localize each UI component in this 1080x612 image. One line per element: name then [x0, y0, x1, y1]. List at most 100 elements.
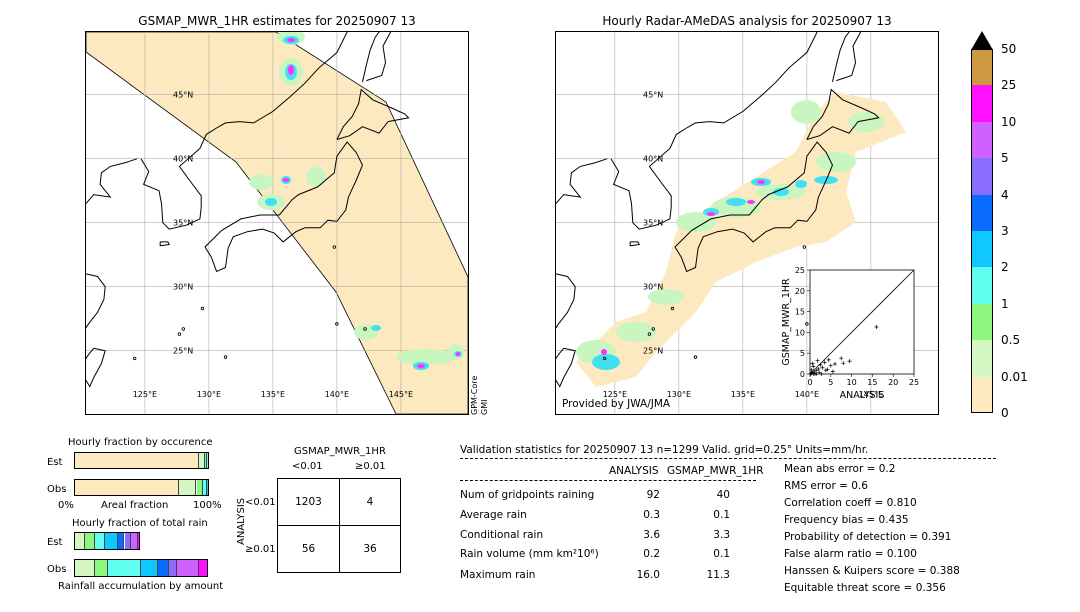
rain-area-heavy	[601, 349, 607, 355]
scatter-point	[818, 362, 823, 367]
totalrain-bars	[74, 531, 209, 579]
bar-segment	[157, 560, 170, 576]
contingency-hline	[278, 525, 400, 526]
validation-divider	[460, 458, 996, 459]
occurrence-est-label: Est	[47, 457, 63, 468]
rain-area-moderate	[726, 198, 746, 206]
left-coastline	[86, 273, 106, 328]
colorbar-label: 50	[1001, 42, 1017, 56]
colorbar: 0 0.01 0.5 1 2 3 4 5 10 25 50	[971, 31, 1061, 420]
rain-area-moderate	[795, 180, 807, 188]
scatter-diagonal	[809, 269, 915, 375]
right-lon-label: 135°E	[731, 390, 755, 399]
colorbar-segment	[971, 340, 993, 377]
right-island	[805, 322, 809, 326]
contingency-col-0: <0.01	[292, 461, 323, 472]
bar-segment	[131, 533, 138, 549]
left-map-title: GSMAP_MWR_1HR estimates for 20250907 13	[138, 14, 416, 28]
scatter-point	[825, 367, 830, 372]
stat-gsmap: 11.3	[706, 569, 730, 581]
left-island	[177, 332, 182, 336]
rain-area-light	[848, 112, 884, 132]
bar-row-obs	[74, 559, 208, 577]
right-coastline	[556, 273, 576, 328]
scatter-point	[874, 324, 879, 329]
cell-hit-none: 1203	[295, 496, 322, 508]
score-hk: Hanssen & Kuipers score = 0.388	[784, 565, 960, 577]
right-lat-label: 40°N	[643, 155, 663, 164]
scatter-point	[809, 371, 814, 376]
scatter-xtick-label: 10	[847, 378, 857, 387]
satellite-label-2: GMI	[480, 399, 489, 415]
left-coastline	[159, 241, 170, 247]
right-coastline	[832, 32, 850, 83]
stat-analysis: 0.2	[643, 548, 660, 560]
scatter-point	[816, 367, 821, 372]
cell-miss: 56	[301, 543, 316, 555]
scatter-xtick-label: 20	[888, 378, 898, 387]
colorbar-label: 4	[1001, 187, 1009, 202]
rain-area-heavy	[417, 364, 425, 368]
rain-area-moderate	[592, 354, 620, 370]
cell-hit: 36	[363, 543, 377, 555]
scatter-xtick-label: 5	[828, 378, 833, 387]
bar-segment	[75, 533, 85, 549]
occurrence-bars	[74, 451, 209, 497]
scatter-ytick-label: 25	[795, 266, 805, 275]
left-coastline	[336, 88, 410, 140]
right-lat-label: 25°N	[643, 347, 663, 356]
bar-segment	[104, 533, 118, 549]
right-coastline	[674, 141, 834, 273]
scatter-point	[810, 361, 815, 366]
stat-gsmap: 40	[716, 489, 730, 501]
left-map-panel: 45°N 40°N 35°N 30°N 25°N 125°E 130°E 135°E 140°E…	[85, 31, 469, 415]
validation-header: Validation statistics for 20250907 13 n=…	[460, 444, 869, 456]
rain-area-moderate	[265, 198, 277, 206]
colorbar-label: 10	[1001, 114, 1017, 129]
totalrain-est-label: Est	[47, 537, 63, 548]
left-lat-label: 40°N	[173, 155, 193, 164]
colorbar-label: 0.5	[1001, 333, 1021, 348]
bar-row-est	[74, 452, 209, 469]
right-island	[602, 356, 607, 361]
bar-segment	[75, 480, 179, 495]
scatter-ytick-label: 10	[795, 328, 805, 337]
left-lat-label: 45°N	[173, 91, 193, 100]
scatter-point	[814, 372, 819, 376]
scatter-ylabel: GSMAP_MWR_1HR	[781, 278, 792, 366]
colorbar-segment	[971, 49, 993, 86]
left-island	[132, 356, 137, 361]
stat-gsmap: 0.1	[713, 509, 730, 521]
occurrence-xlabel: Areal fraction	[101, 500, 169, 511]
scatter-point	[819, 372, 824, 376]
left-lon-label: 145°E	[389, 390, 413, 399]
left-lat-label: 25°N	[173, 347, 193, 356]
colorbar-label: 25	[1001, 78, 1017, 93]
occurrence-title: Hourly fraction by occurence	[68, 437, 213, 448]
left-coastline	[362, 32, 380, 83]
right-lat-label: 35°N	[643, 219, 663, 228]
right-map-svg: 45°N 40°N 35°N 30°N 25°N 125°E 130°E 135°E 140°E…	[556, 32, 938, 414]
right-lon-label: 125°E	[603, 390, 627, 399]
stat-label: Average rain	[460, 509, 527, 521]
rain-area-heavy	[456, 352, 460, 356]
right-coastline	[629, 241, 640, 247]
rain-area-heavy	[288, 65, 294, 75]
rain-area-light	[676, 212, 716, 232]
bar-segment	[169, 560, 178, 576]
bar-segment	[198, 560, 207, 576]
scatter-xtick-label: 15	[867, 378, 877, 387]
bar-segment	[203, 480, 208, 495]
bar-segment	[196, 480, 204, 495]
stat-gsmap: 3.3	[713, 529, 730, 541]
score-pod: Probability of detection = 0.391	[784, 531, 952, 543]
right-coastline	[836, 32, 862, 82]
right-lat-label: 45°N	[643, 91, 663, 100]
bar-segment	[94, 533, 105, 549]
left-island	[181, 327, 185, 331]
colorbar-segment	[971, 231, 993, 268]
colorbar-label: 0.01	[1001, 369, 1028, 384]
scatter-xtick-label: 25	[909, 378, 919, 387]
contingency-table: 1203 4 56 36	[277, 478, 401, 573]
rain-area-moderate	[773, 188, 789, 196]
